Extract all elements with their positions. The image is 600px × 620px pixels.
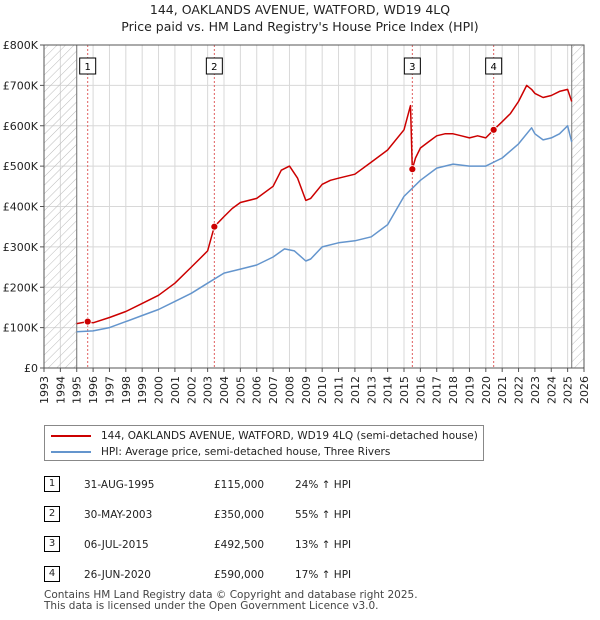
x-tick-label: 2008	[283, 376, 296, 404]
table-row: 1 31-AUG-1995 £115,000 24% ↑ HPI	[44, 476, 584, 506]
x-tick-label: 2013	[365, 376, 378, 404]
x-tick-label: 1998	[120, 376, 133, 404]
sale-label-text: 1	[85, 62, 91, 73]
sale-point	[489, 125, 498, 134]
x-tick-label: 2018	[447, 376, 460, 404]
sale-point	[83, 317, 92, 326]
y-tick-label: £0	[24, 362, 38, 375]
x-tick-label: 2004	[218, 376, 231, 404]
table-row: 4 26-JUN-2020 £590,000 17% ↑ HPI	[44, 566, 584, 596]
x-tick-label: 2024	[545, 376, 558, 404]
x-tick-label: 2017	[431, 376, 444, 404]
x-tick-label: 2009	[300, 376, 313, 404]
sale-label-box	[79, 57, 97, 75]
x-tick-label: 2012	[349, 376, 362, 404]
gridlines	[43, 44, 585, 369]
chart-subtitle: Price paid vs. HM Land Registry's House …	[121, 19, 479, 34]
sale-number-badge: 2	[44, 506, 60, 522]
sale-number-badge: 1	[44, 476, 60, 492]
y-tick-label: £300K	[3, 241, 39, 254]
legend-swatch-property	[51, 435, 91, 437]
footer-licence: This data is licensed under the Open Gov…	[44, 600, 379, 612]
x-tick-label: 2003	[202, 376, 215, 404]
chart-title: 144, OAKLANDS AVENUE, WATFORD, WD19 4LQ	[149, 2, 451, 17]
table-row: 3 06-JUL-2015 £492,500 13% ↑ HPI	[44, 536, 584, 566]
x-tick-label: 1993	[38, 376, 51, 404]
sale-label-box	[205, 57, 223, 75]
x-tick-label: 2011	[333, 376, 346, 404]
sale-date: 31-AUG-1995	[84, 479, 155, 491]
x-tick-label: 2026	[578, 376, 591, 404]
footer: Contains HM Land Registry data © Copyrig…	[44, 590, 418, 612]
legend-label-property: 144, OAKLANDS AVENUE, WATFORD, WD19 4LQ …	[101, 430, 478, 442]
y-tick-label: £700K	[3, 79, 39, 92]
price-chart: 1 2 3 4 £0 £100K £200K £300K £400K £500K £600K £70…	[3, 39, 591, 404]
footer-copyright: Contains HM Land Registry data © Copyrig…	[44, 589, 418, 601]
sale-price: £350,000	[214, 509, 265, 521]
x-tick-label: 2016	[414, 376, 427, 404]
sale-label-text: 4	[490, 62, 496, 73]
hatched-regions	[44, 45, 584, 368]
y-tick-label: £100K	[3, 322, 39, 335]
sale-label-text: 2	[211, 62, 217, 73]
property-price-line	[76, 84, 573, 325]
table-row: 2 30-MAY-2003 £350,000 55% ↑ HPI	[44, 506, 584, 536]
sale-price: £590,000	[214, 569, 265, 581]
sales-table: 1 31-AUG-1995 £115,000 24% ↑ HPI 2 30-MA…	[44, 476, 584, 596]
sale-date: 26-JUN-2020	[84, 569, 151, 581]
y-tick-label: £200K	[3, 281, 39, 294]
sale-number-badge: 3	[44, 536, 60, 552]
hpi-line	[76, 125, 573, 333]
legend-label-hpi: HPI: Average price, semi-detached house,…	[101, 446, 391, 458]
y-tick-label: £400K	[3, 201, 39, 214]
x-tick-label: 2005	[234, 376, 247, 404]
legend-swatch-hpi	[51, 451, 91, 453]
sale-point	[210, 222, 219, 231]
y-tick-label: £600K	[3, 120, 39, 133]
sale-hpi-diff: 55% ↑ HPI	[295, 509, 352, 521]
sale-price: £492,500	[214, 539, 265, 551]
sale-hpi-diff: 17% ↑ HPI	[295, 569, 352, 581]
x-tick-label: 1999	[136, 376, 149, 404]
x-tick-label: 2019	[463, 376, 476, 404]
x-tick-label: 2000	[153, 376, 166, 404]
x-tick-label: 2010	[316, 376, 329, 404]
hatch-before-data	[44, 45, 77, 368]
sale-label-box	[403, 57, 421, 75]
x-tick-label: 1995	[71, 376, 84, 404]
legend-item-hpi: HPI: Average price, semi-detached house,…	[51, 444, 390, 460]
sale-label-text: 3	[409, 62, 415, 73]
sale-point	[408, 165, 417, 174]
sale-label-box	[485, 57, 503, 75]
sale-date-lines: 1 2 3 4	[79, 45, 503, 368]
x-tick-label: 2021	[496, 376, 509, 404]
axes: £0 £100K £200K £300K £400K £500K £600K £700K £80…	[3, 39, 591, 404]
legend: 144, OAKLANDS AVENUE, WATFORD, WD19 4LQ …	[44, 425, 484, 461]
sale-hpi-diff: 13% ↑ HPI	[295, 539, 352, 551]
x-tick-label: 2015	[398, 376, 411, 404]
x-tick-label: 2006	[251, 376, 264, 404]
y-tick-label: £800K	[3, 39, 39, 52]
sale-date: 06-JUL-2015	[84, 539, 149, 551]
x-tick-label: 1997	[103, 376, 116, 404]
legend-item-property: 144, OAKLANDS AVENUE, WATFORD, WD19 4LQ …	[51, 428, 478, 444]
x-tick-label: 2025	[562, 376, 575, 404]
hatch-after-data	[571, 45, 584, 368]
x-tick-label: 2020	[480, 376, 493, 404]
x-tick-label: 1994	[54, 376, 67, 404]
sale-date: 30-MAY-2003	[84, 509, 153, 521]
x-tick-label: 2023	[529, 376, 542, 404]
y-tick-label: £500K	[3, 160, 39, 173]
x-tick-label: 1996	[87, 376, 100, 404]
sale-price: £115,000	[214, 479, 265, 491]
x-tick-label: 2014	[382, 376, 395, 404]
x-tick-label: 2022	[513, 376, 526, 404]
sale-hpi-diff: 24% ↑ HPI	[295, 479, 352, 491]
x-tick-label: 2001	[169, 376, 182, 404]
x-tick-label: 2002	[185, 376, 198, 404]
sale-number-badge: 4	[44, 566, 60, 582]
sale-markers	[83, 125, 498, 326]
series-lines	[76, 84, 573, 333]
x-tick-label: 2007	[267, 376, 280, 404]
